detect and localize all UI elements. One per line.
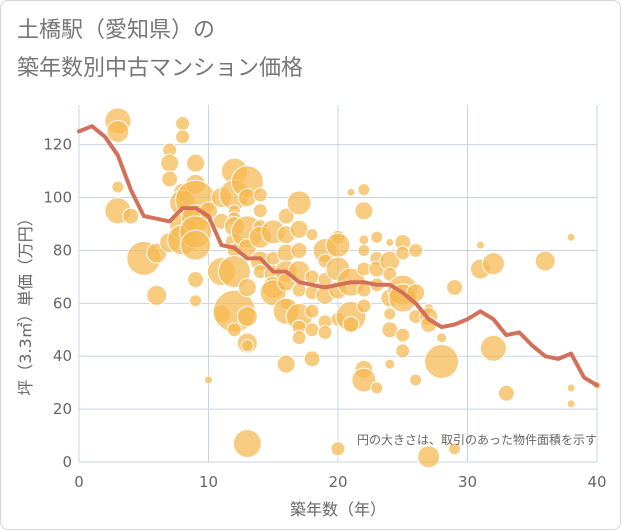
bubble-point <box>236 306 258 328</box>
bubble-point <box>226 322 242 338</box>
y-tick-label: 0 <box>62 453 72 471</box>
bubble-point <box>342 315 360 333</box>
bubble-point <box>286 190 312 216</box>
average-price-line <box>77 124 599 388</box>
bubble-point <box>277 207 295 225</box>
bubble-point <box>111 180 125 194</box>
x-tick-label: 10 <box>199 473 218 491</box>
bubble-point <box>566 383 576 393</box>
bubble-point <box>384 358 396 370</box>
bubble-point <box>330 441 346 457</box>
bubble-point <box>180 229 212 261</box>
bubble-point <box>204 375 213 385</box>
line-series <box>77 124 599 388</box>
bubble-point <box>417 445 441 469</box>
bubble-point <box>189 294 203 308</box>
bubble-series <box>104 107 602 469</box>
bubble-point <box>534 250 556 272</box>
bubble-point <box>304 303 320 319</box>
bubble-point <box>479 334 507 362</box>
bubble-point <box>305 228 319 242</box>
bubble-point <box>146 284 168 306</box>
bubble-point <box>357 243 371 257</box>
chart-title-line2: 築年数別中古マンション価格 <box>17 56 304 81</box>
bubble-point <box>122 207 140 225</box>
bubble-point <box>325 232 351 258</box>
bubble-point <box>106 119 130 143</box>
axis-ticks: 0 10 20 30 40 0 20 40 60 80 100 120 <box>43 136 606 491</box>
bubble-point <box>317 324 333 340</box>
bubble-point <box>566 399 576 409</box>
bubble-point <box>408 242 424 258</box>
bubble-point <box>357 183 371 197</box>
bubble-point <box>252 187 268 203</box>
bubble-point <box>356 298 372 314</box>
bubble-point <box>187 271 205 289</box>
bubble-point <box>475 240 485 250</box>
x-tick-label: 0 <box>74 473 84 491</box>
bubble-point <box>395 327 411 343</box>
bubble-point <box>232 428 262 458</box>
x-axis-label: 築年数（年） <box>290 500 386 519</box>
y-tick-label: 120 <box>43 136 72 154</box>
bubble-point <box>395 343 411 359</box>
bubble-point <box>436 332 448 344</box>
bubble-point <box>481 252 505 276</box>
bubble-point <box>351 367 377 393</box>
x-tick-label: 40 <box>587 473 606 491</box>
bubble-point <box>290 241 308 259</box>
y-axis-label: 坪（3.3㎡）単価（万円） <box>16 210 35 395</box>
bubble-point <box>291 330 307 346</box>
bubble-point <box>395 245 411 261</box>
bubble-point <box>382 266 398 282</box>
bubble-point <box>448 442 462 456</box>
bubble-point <box>161 170 179 188</box>
bubble-point <box>289 219 309 239</box>
bubble-point <box>354 201 374 221</box>
bubble-point <box>383 307 397 321</box>
bubble-point <box>304 322 320 338</box>
bubble-size-note: 円の大きさは、取引のあった物件面積を示す <box>357 432 597 447</box>
y-tick-label: 40 <box>53 347 72 365</box>
bubble-point <box>385 238 395 248</box>
bubble-point <box>497 384 515 402</box>
bubble-point <box>370 230 384 244</box>
y-tick-label: 100 <box>43 189 72 207</box>
chart-title-line1: 土橋駅（愛知県）の <box>17 18 216 43</box>
y-tick-label: 60 <box>53 294 72 312</box>
bubble-point <box>409 373 423 387</box>
y-tick-label: 80 <box>53 241 72 259</box>
bubble-point <box>446 278 464 296</box>
bubble-point <box>252 203 268 219</box>
bubble-point <box>566 232 576 242</box>
bubble-point <box>175 116 191 132</box>
bubble-point <box>346 187 356 197</box>
bubble-point <box>276 354 296 374</box>
y-tick-label: 20 <box>53 400 72 418</box>
bubble-point <box>424 344 460 380</box>
x-tick-label: 20 <box>328 473 347 491</box>
bubble-point <box>237 277 257 297</box>
bubble-point <box>186 153 206 173</box>
bubble-point <box>370 381 384 395</box>
x-tick-label: 30 <box>458 473 477 491</box>
bubble-point <box>358 234 370 246</box>
bubble-point <box>303 350 321 368</box>
bubble-point <box>160 153 180 173</box>
bubble-point <box>175 129 191 145</box>
bubble-point <box>240 339 254 353</box>
